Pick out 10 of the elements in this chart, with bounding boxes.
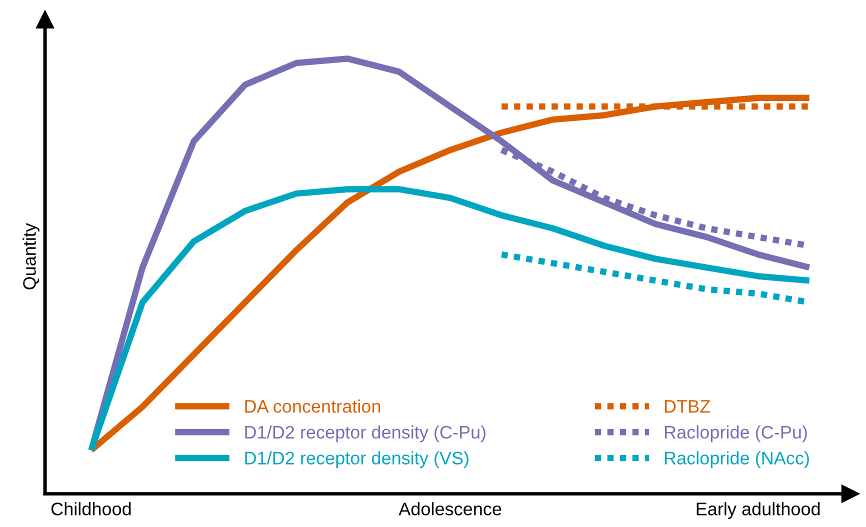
legend-label: Raclopride (C-Pu) [665,425,807,442]
legend-label: D1/D2 receptor density (VS) [245,451,468,468]
legend-label: DA concentration [245,400,380,413]
legend-label: DTBZ [665,400,710,413]
x-tick-label: Adolescence [398,502,502,516]
x-tick-label: Childhood [51,502,131,516]
legend-label: Raclopride (NAcc) [665,451,809,468]
legend-label: D1/D2 receptor density (C-Pu) [245,425,486,442]
y-axis-title: Quantity [22,223,40,290]
x-tick-label: Early adulthood [696,502,820,519]
